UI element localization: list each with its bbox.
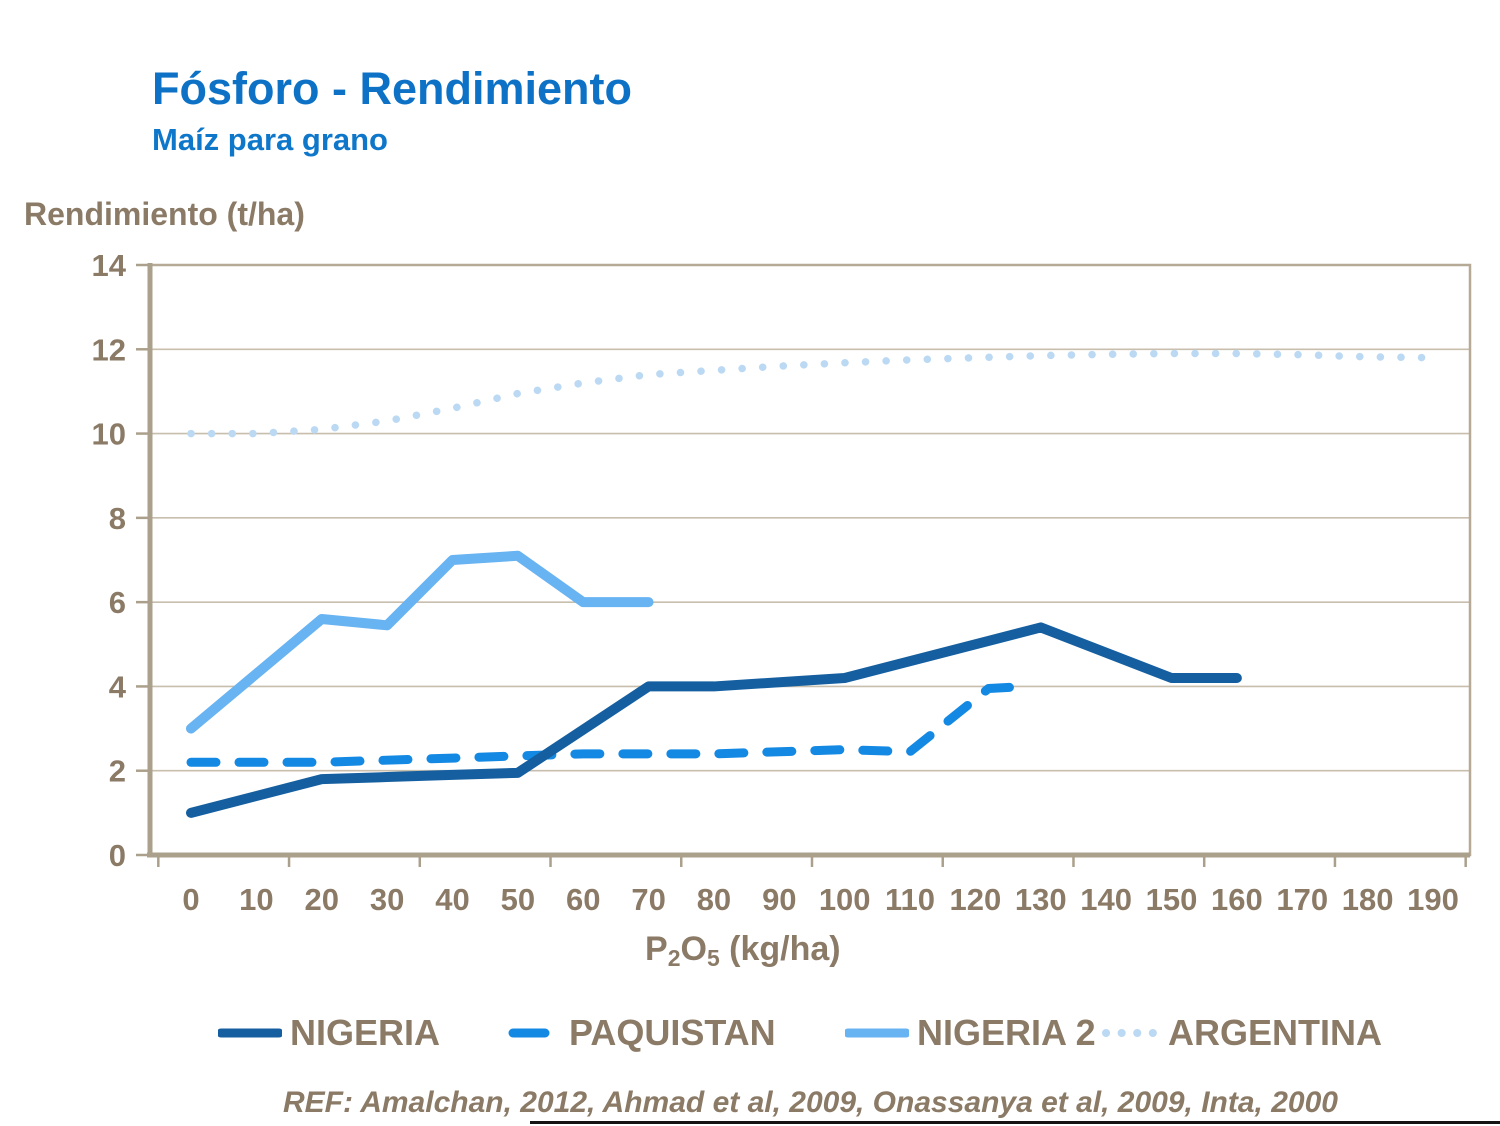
reference-text: REF: Amalchan, 2012, Ahmad et al, 2009, … — [283, 1086, 1338, 1119]
x-tick-label: 90 — [762, 882, 796, 917]
x-title-part: O — [680, 930, 707, 968]
legend-item-nigeria2: NIGERIA 2 — [845, 1005, 1096, 1061]
y-tick-label: 2 — [109, 754, 126, 789]
x-tick-label: 100 — [819, 882, 871, 917]
x-tick-label: 130 — [1015, 882, 1067, 917]
legend-swatch-paquistan-dash — [508, 1028, 550, 1038]
x-tick-label: 160 — [1211, 882, 1263, 917]
x-tick-label: 60 — [566, 882, 600, 917]
y-tick-label: 6 — [109, 585, 126, 620]
y-tick-label: 8 — [109, 501, 126, 536]
x-tick-label: 80 — [697, 882, 731, 917]
y-tick-label: 4 — [109, 669, 127, 704]
x-tick-label: 140 — [1080, 882, 1132, 917]
x-tick-label: 70 — [631, 882, 665, 917]
x-tick-label: 10 — [239, 882, 273, 917]
x-axis-title: P2O5 (kg/ha) — [645, 930, 841, 972]
y-axis-title: Rendimiento (t/ha) — [24, 196, 305, 232]
legend-swatch-nigeria2-solid-line — [845, 1028, 909, 1038]
series-line-paquistan — [186, 681, 1033, 767]
x-tick-label: 50 — [501, 882, 535, 917]
legend-label: PAQUISTAN — [569, 1012, 776, 1053]
chart-legend: NIGERIA PAQUISTAN NIGERIA 2 ARGENTINA — [0, 1005, 1500, 1061]
page-subtitle: Maíz para grano — [152, 122, 388, 157]
x-tick-label: 0 — [182, 882, 199, 917]
legend-swatch-argentina-dots — [1102, 1029, 1160, 1037]
legend-label: ARGENTINA — [1168, 1012, 1382, 1053]
y-tick-label: 10 — [92, 417, 126, 452]
series-line-argentina — [187, 349, 1437, 438]
x-tick-label: 170 — [1276, 882, 1328, 917]
x-title-sub: 5 — [706, 945, 720, 971]
legend-item-nigeria: NIGERIA — [218, 1005, 440, 1061]
x-tick-label: 40 — [435, 882, 469, 917]
x-title-part: (kg/ha) — [719, 930, 841, 968]
legend-item-argentina: ARGENTINA — [1100, 1005, 1382, 1061]
y-tick-label: 0 — [109, 838, 126, 873]
legend-swatch-nigeria-solid-line — [218, 1028, 282, 1038]
series-line-nigeria — [186, 622, 1242, 818]
legend-item-paquistan: PAQUISTAN — [497, 1005, 776, 1061]
page-title: Fósforo - Rendimiento — [152, 63, 632, 114]
legend-label: NIGERIA 2 — [917, 1012, 1096, 1053]
series-line-nigeria-2 — [186, 550, 654, 734]
x-tick-label: 110 — [885, 882, 935, 917]
legend-label: NIGERIA — [290, 1012, 441, 1053]
x-tick-label: 150 — [1146, 882, 1198, 917]
x-tick-label: 120 — [950, 882, 1002, 917]
x-tick-label: 30 — [370, 882, 404, 917]
x-tick-label: 20 — [304, 882, 338, 917]
x-tick-label: 190 — [1407, 882, 1459, 917]
y-tick-label: 14 — [92, 248, 127, 283]
plot-border — [148, 263, 1472, 857]
x-title-part: P — [645, 930, 668, 968]
x-title-sub: 2 — [667, 945, 681, 971]
x-tick-label: 180 — [1342, 882, 1394, 917]
y-tick-label: 12 — [92, 332, 126, 367]
footer-divider — [530, 1121, 1500, 1124]
